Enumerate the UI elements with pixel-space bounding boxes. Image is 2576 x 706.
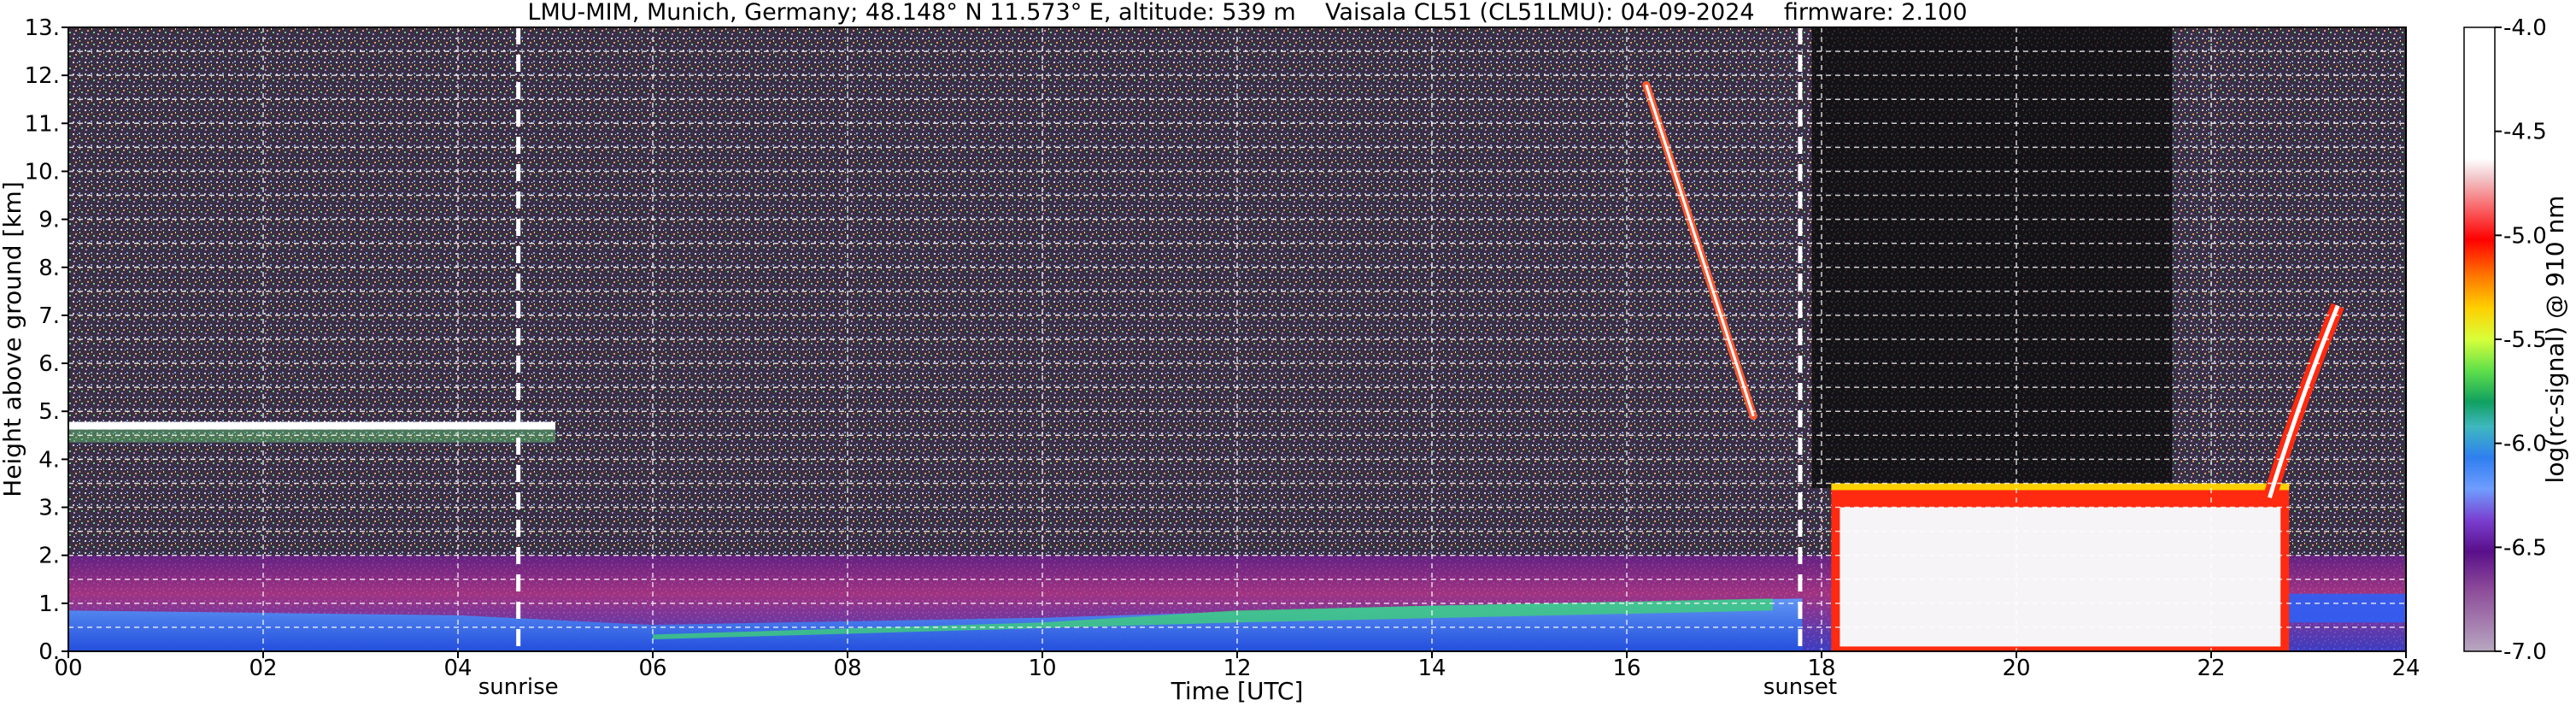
y-tick-label: 12. [25, 63, 60, 89]
x-tick-label: 08 [833, 656, 861, 681]
x-axis-ticks: 00 02 04 06 08 10 12 14 16 18 20 22 24 [54, 651, 2421, 681]
y-tick-label: 11. [25, 111, 60, 137]
marker-label-sunset: sunset [1763, 674, 1837, 700]
mixing-layer-top [653, 598, 1773, 639]
x-tick-label: 00 [54, 656, 82, 681]
y-tick-label: 0. [38, 639, 60, 665]
x-tick-label: 10 [1028, 656, 1056, 681]
x-tick-label: 20 [2002, 656, 2030, 681]
sun-markers: sunrise sunset [478, 27, 1837, 700]
grid [67, 26, 2407, 652]
colorbar-tick-label: -6.5 [2503, 535, 2547, 561]
marker-label-sunrise: sunrise [478, 674, 559, 700]
x-tick-label: 24 [2391, 656, 2420, 681]
colorbar-tick-label: -4.5 [2503, 120, 2547, 145]
chart-title: LMU-MIM, Munich, Germany; 48.148° N 11.5… [527, 0, 1968, 26]
cloud-deck [1840, 507, 2281, 647]
y-tick-label: 9. [38, 208, 60, 233]
x-tick-label: 16 [1612, 656, 1640, 681]
y-axis-ticks: 0. 1. 2. 3. 4. 5. 6. 7. 8. 9. 10. 11. 12. 13. [25, 15, 68, 665]
colorbar-tick-label: -5.5 [2503, 327, 2547, 353]
y-tick-label: 13. [25, 15, 60, 41]
x-tick-label: 06 [638, 656, 666, 681]
cloud-deck-top [1831, 483, 2290, 491]
rising-cloud-core [2268, 304, 2340, 499]
colorbar-tick-label: -6.0 [2503, 432, 2547, 457]
cloud-layer-edge [68, 429, 555, 443]
y-tick-label: 10. [25, 159, 60, 185]
x-tick-label: 14 [1417, 656, 1446, 681]
y-tick-label: 5. [38, 399, 60, 425]
x-axis-label: Time [UTC] [1171, 677, 1304, 705]
y-tick-label: 7. [38, 303, 60, 329]
y-tick-label: 4. [38, 447, 60, 473]
colorbar-label: log(rc-signal) @ 910 nm [2541, 196, 2569, 484]
x-tick-label: 04 [443, 656, 472, 681]
y-tick-label: 8. [38, 256, 60, 281]
x-tick-label: 22 [2197, 656, 2225, 681]
colorbar [2463, 26, 2496, 652]
y-axis-label: Height above ground [km] [0, 181, 26, 497]
colorbar-tick-label: -4.0 [2503, 15, 2547, 41]
cirrus-streak-core [1645, 84, 1755, 417]
signal-attenuation-region [1811, 27, 2173, 489]
x-tick-label: 02 [249, 656, 277, 681]
y-tick-label: 3. [38, 496, 60, 521]
x-tick-label: 12 [1223, 656, 1251, 681]
y-tick-label: 2. [38, 544, 60, 569]
late-aerosol-layer [2289, 593, 2406, 623]
colorbar-ticks: -4.0 -4.5 -5.0 -5.5 -6.0 -6.5 -7.0 [2495, 15, 2547, 665]
y-tick-label: 6. [38, 351, 60, 377]
y-tick-label: 1. [38, 591, 60, 617]
x-tick-label: 18 [1807, 656, 1835, 681]
colorbar-tick-label: -5.0 [2503, 223, 2547, 249]
cloud-layer [68, 421, 555, 430]
colorbar-tick-label: -7.0 [2503, 639, 2547, 665]
